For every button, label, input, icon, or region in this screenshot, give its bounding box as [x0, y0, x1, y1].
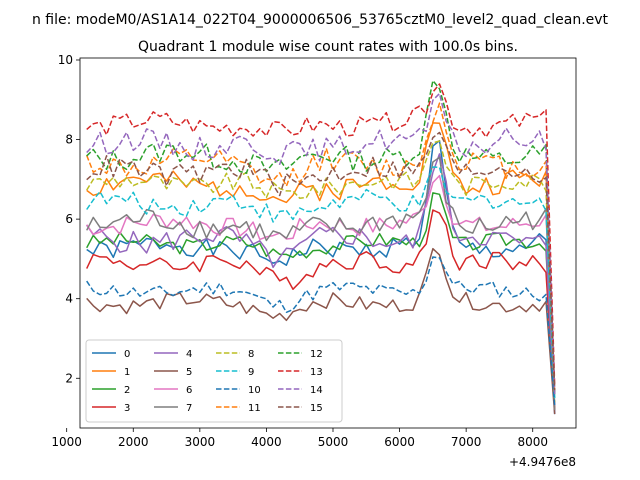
x-axis-offset-label: +4.9476e8: [509, 455, 576, 469]
x-tick-label: 2000: [118, 435, 149, 449]
legend-label-9: 9: [248, 367, 254, 378]
legend-label-6: 6: [186, 385, 192, 396]
series-line-0: [86, 139, 556, 415]
series-line-7: [86, 156, 556, 411]
x-tick-label: 7000: [451, 435, 482, 449]
series-line-15: [86, 131, 556, 391]
series-line-9: [86, 166, 556, 399]
series-line-3: [86, 209, 556, 411]
chart-title: Quadrant 1 module wise count rates with …: [138, 39, 518, 55]
series-line-4: [86, 153, 556, 415]
legend-box: [85, 339, 343, 423]
series-line-10: [86, 256, 556, 407]
series-line-12: [86, 79, 556, 395]
series-line-14: [86, 92, 556, 395]
legend-label-11: 11: [248, 403, 261, 414]
series-line-5: [86, 247, 556, 415]
series-line-2: [86, 192, 556, 407]
series-line-8: [86, 140, 556, 403]
legend-label-12: 12: [310, 349, 323, 360]
legend-label-2: 2: [124, 385, 130, 396]
legend-label-7: 7: [186, 403, 192, 414]
series-line-11: [86, 102, 556, 395]
legend-label-10: 10: [248, 385, 261, 396]
plot-border: [79, 57, 577, 429]
legend-label-0: 0: [124, 349, 130, 360]
legend-label-1: 1: [124, 367, 130, 378]
y-tick-label: 8: [65, 133, 73, 147]
x-tick-label: 4000: [251, 435, 282, 449]
y-tick-label: 6: [65, 212, 73, 226]
series-line-1: [86, 122, 556, 411]
legend-label-14: 14: [310, 385, 323, 396]
x-tick-label: 5000: [318, 435, 349, 449]
legend-label-5: 5: [186, 367, 192, 378]
legend-label-13: 13: [310, 367, 323, 378]
y-tick-label: 2: [65, 371, 73, 385]
x-tick-label: 6000: [384, 435, 415, 449]
legend-label-4: 4: [186, 349, 192, 360]
y-tick-label: 4: [65, 292, 73, 306]
x-tick-label: 8000: [517, 435, 548, 449]
figure-suptitle: n file: modeM0/AS1A14_022T04_9000006506_…: [32, 12, 609, 28]
x-tick-label: 1000: [51, 435, 82, 449]
series-line-13: [86, 83, 556, 387]
series-layer: [86, 79, 556, 415]
series-line-6: [86, 174, 556, 407]
y-tick-label: 10: [58, 53, 73, 67]
legend-label-15: 15: [310, 403, 323, 414]
x-tick-label: 3000: [185, 435, 216, 449]
legend-label-3: 3: [124, 403, 130, 414]
legend-label-8: 8: [248, 349, 254, 360]
